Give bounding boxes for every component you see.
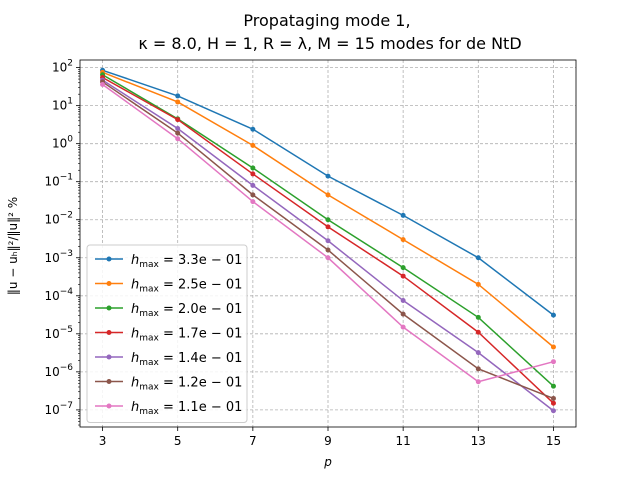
- series-4: [100, 74, 556, 406]
- legend-swatch-marker: [106, 305, 112, 311]
- chart-title-line1: Propataging mode 1,: [243, 11, 410, 30]
- legend-label: hmax = 1.2e − 01: [131, 376, 242, 393]
- legend-label: hmax = 2.5e − 01: [131, 278, 242, 295]
- legend-swatch-marker: [106, 354, 112, 360]
- data-point: [550, 383, 556, 389]
- legend-item-4: hmax = 1.7e − 01: [95, 327, 242, 344]
- data-point: [550, 344, 556, 350]
- legend-swatch-marker: [106, 403, 112, 409]
- legend-swatch-marker: [106, 256, 112, 262]
- series-group: [100, 67, 556, 414]
- y-tick-label: 10−1: [44, 173, 73, 189]
- data-point: [550, 312, 556, 318]
- data-point: [250, 182, 256, 188]
- x-tick-label: 3: [99, 434, 107, 448]
- data-point: [475, 255, 481, 261]
- data-point: [325, 192, 331, 198]
- y-tick-label: 100: [52, 135, 73, 151]
- y-tick-label: 10−3: [44, 249, 73, 265]
- legend-label: hmax = 3.3e − 01: [131, 253, 242, 270]
- legend-item-1: hmax = 3.3e − 01: [95, 253, 242, 270]
- data-point: [250, 199, 256, 205]
- x-tick-label: 9: [324, 434, 332, 448]
- data-point: [175, 130, 181, 136]
- x-tick-label: 7: [249, 434, 257, 448]
- y-tick-label: 101: [52, 97, 73, 113]
- legend-label: hmax = 1.4e − 01: [131, 351, 242, 368]
- data-point: [325, 238, 331, 244]
- x-tick-label: 13: [471, 434, 486, 448]
- data-point: [325, 247, 331, 253]
- data-point: [175, 126, 181, 132]
- y-tick-label: 10−4: [44, 287, 73, 303]
- series-7: [100, 81, 556, 385]
- data-point: [475, 350, 481, 356]
- data-point: [550, 400, 556, 406]
- data-point: [475, 366, 481, 372]
- chart-title-line2: κ = 8.0, H = 1, R = λ, M = 15 modes for …: [138, 34, 521, 53]
- data-point: [400, 237, 406, 243]
- data-point: [400, 298, 406, 304]
- data-point: [400, 265, 406, 271]
- data-point: [400, 212, 406, 218]
- data-point: [100, 81, 106, 87]
- legend-label: hmax = 1.7e − 01: [131, 327, 242, 344]
- legend-item-6: hmax = 1.2e − 01: [95, 376, 242, 393]
- data-point: [325, 217, 331, 223]
- legend-item-3: hmax = 2.0e − 01: [95, 302, 242, 319]
- legend-item-7: hmax = 1.1e − 01: [95, 400, 242, 417]
- data-point: [550, 408, 556, 414]
- data-point: [175, 136, 181, 142]
- y-tick-label: 102: [52, 59, 73, 75]
- x-axis-label: p: [323, 455, 332, 469]
- data-point: [475, 314, 481, 320]
- y-axis-label: ‖u − uₕ‖²/‖u‖² %: [6, 197, 20, 295]
- data-point: [175, 117, 181, 123]
- data-point: [550, 359, 556, 365]
- data-point: [250, 142, 256, 148]
- y-tick-label: 10−6: [44, 363, 73, 379]
- data-point: [325, 255, 331, 261]
- data-point: [250, 171, 256, 177]
- data-point: [475, 329, 481, 335]
- x-tick-label: 15: [546, 434, 561, 448]
- y-tick-label: 10−5: [44, 325, 73, 341]
- data-point: [400, 324, 406, 330]
- x-tick-label: 5: [174, 434, 182, 448]
- data-point: [475, 281, 481, 287]
- legend-swatch-marker: [106, 281, 112, 286]
- y-tick-label: 10−7: [44, 401, 73, 417]
- legend-item-5: hmax = 1.4e − 01: [95, 351, 242, 368]
- axis-ticks: 3 5 7 9 11 13 15 102 101 100 10−1 10−2 10−3 10−4 10−5 1…: [44, 59, 561, 448]
- legend-item-2: hmax = 2.5e − 01: [95, 278, 242, 295]
- data-point: [325, 173, 331, 179]
- legend: hmax = 3.3e − 01 hmax = 2.5e − 01 hmax = 2…: [86, 244, 248, 423]
- legend-swatch-marker: [106, 379, 112, 384]
- data-point: [325, 224, 331, 230]
- data-point: [175, 93, 181, 99]
- data-point: [400, 311, 406, 317]
- data-point: [400, 273, 406, 279]
- x-tick-label: 11: [396, 434, 411, 448]
- legend-label: hmax = 1.1e − 01: [131, 400, 242, 417]
- legend-label: hmax = 2.0e − 01: [131, 302, 242, 319]
- legend-swatch-marker: [106, 330, 112, 335]
- y-tick-label: 10−2: [44, 211, 73, 227]
- data-point: [250, 126, 256, 132]
- legend-box: [86, 244, 248, 423]
- data-point: [475, 379, 481, 385]
- data-point: [250, 192, 256, 198]
- data-point: [550, 395, 556, 401]
- data-point: [175, 99, 181, 105]
- data-point: [250, 165, 256, 171]
